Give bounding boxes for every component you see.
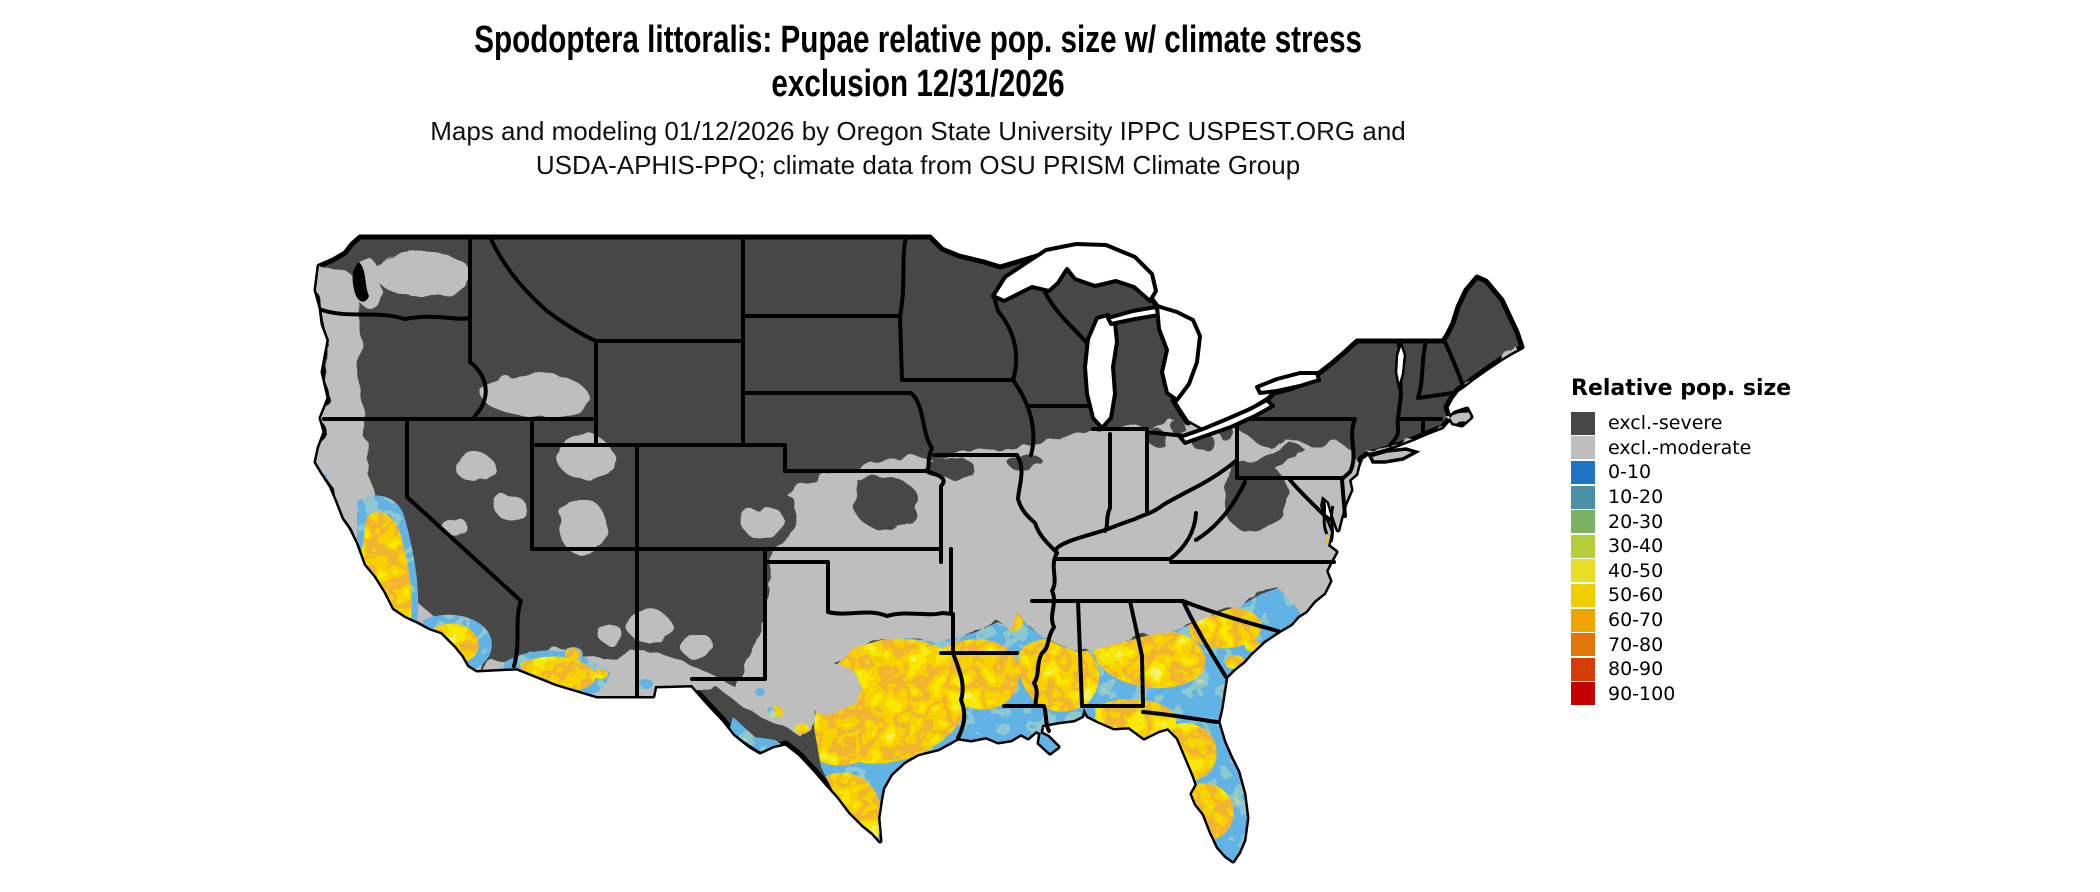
legend-item: excl.-severe xyxy=(1571,411,1791,436)
lake-erie xyxy=(1178,398,1275,445)
great-lakes xyxy=(991,242,1407,445)
edwards-plateau-patch xyxy=(804,665,861,716)
lake-huron xyxy=(1155,304,1202,402)
lake-ontario xyxy=(1255,371,1321,395)
puget-sound xyxy=(352,262,369,302)
legend-label: excl.-moderate xyxy=(1608,436,1752,459)
legend-item: 60-70 xyxy=(1571,608,1791,633)
lake-champlain xyxy=(1394,341,1407,390)
legend-swatch xyxy=(1571,559,1595,583)
legend-label: 10-20 xyxy=(1608,486,1664,509)
legend-swatch xyxy=(1571,510,1595,534)
legend-item: 20-30 xyxy=(1571,509,1791,534)
legend-swatch xyxy=(1571,411,1595,435)
legend-label: 0-10 xyxy=(1608,461,1652,484)
legend-item: 30-40 xyxy=(1571,534,1791,559)
legend-swatch xyxy=(1571,460,1595,484)
title-line-2: exclusion 12/31/2026 xyxy=(771,63,1065,105)
long-island xyxy=(1367,447,1421,464)
legend-label: 90-100 xyxy=(1608,682,1676,705)
legend-swatch xyxy=(1571,682,1595,706)
legend-item: 0-10 xyxy=(1571,460,1791,485)
legend-label: excl.-severe xyxy=(1608,412,1723,435)
legend-label: 50-60 xyxy=(1608,584,1664,607)
legend-swatch xyxy=(1571,657,1595,681)
legend-item: 70-80 xyxy=(1571,632,1791,657)
legend-swatch xyxy=(1571,436,1595,460)
title-line-1: Spodoptera littoralis: Pupae relative po… xyxy=(474,19,1362,61)
legend-item: 10-20 xyxy=(1571,485,1791,510)
legend-item: 50-60 xyxy=(1571,583,1791,608)
subtitle-line-2: USDA-APHIS-PPQ; climate data from OSU PR… xyxy=(535,150,1301,180)
legend-item: 80-90 xyxy=(1571,657,1791,682)
legend-item: 40-50 xyxy=(1571,559,1791,584)
us-map-svg xyxy=(313,234,1525,864)
legend-item: 90-100 xyxy=(1571,682,1791,707)
page-title: Spodoptera littoralis: Pupae relative po… xyxy=(0,18,1836,106)
legend-label: 80-90 xyxy=(1608,658,1664,681)
lake-michigan xyxy=(1083,313,1119,430)
legend-swatch xyxy=(1571,583,1595,607)
legend-label: 20-30 xyxy=(1608,510,1664,533)
legend-swatch xyxy=(1571,633,1595,657)
subtitle-line-1: Maps and modeling 01/12/2026 by Oregon S… xyxy=(430,116,1406,146)
chesapeake-bay xyxy=(1321,497,1335,543)
legend-swatch xyxy=(1571,485,1595,509)
legend-label: 70-80 xyxy=(1608,633,1664,656)
legend-label: 40-50 xyxy=(1608,559,1664,582)
legend: Relative pop. size excl.-severe excl.-mo… xyxy=(1571,376,1791,706)
legend-swatch xyxy=(1571,534,1595,558)
legend-label: 30-40 xyxy=(1608,535,1664,558)
us-map xyxy=(305,222,1530,882)
subtitle: Maps and modeling 01/12/2026 by Oregon S… xyxy=(0,114,1836,182)
legend-label: 60-70 xyxy=(1608,609,1664,632)
legend-swatch xyxy=(1571,608,1595,632)
state-borders xyxy=(320,235,1465,740)
legend-title: Relative pop. size xyxy=(1571,376,1792,401)
lake-superior xyxy=(991,242,1158,303)
legend-item: excl.-moderate xyxy=(1571,436,1791,461)
